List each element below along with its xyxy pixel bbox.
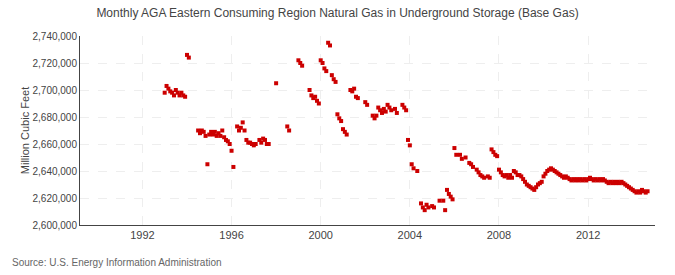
svg-text:2,620,000: 2,620,000 (33, 193, 78, 204)
svg-text:Million Cubic Feet: Million Cubic Feet (19, 87, 31, 174)
svg-text:2,680,000: 2,680,000 (33, 112, 78, 123)
svg-text:2,740,000: 2,740,000 (33, 31, 78, 42)
svg-text:1996: 1996 (219, 229, 243, 241)
svg-text:2012: 2012 (576, 229, 600, 241)
svg-text:Monthly AGA Eastern Consuming: Monthly AGA Eastern Consuming Region Nat… (96, 6, 578, 20)
svg-text:2,640,000: 2,640,000 (33, 166, 78, 177)
svg-text:2,700,000: 2,700,000 (33, 85, 78, 96)
svg-text:1992: 1992 (130, 229, 154, 241)
svg-text:2000: 2000 (308, 229, 332, 241)
svg-text:2008: 2008 (487, 229, 511, 241)
svg-text:2,720,000: 2,720,000 (33, 58, 78, 69)
svg-text:2,600,000: 2,600,000 (33, 220, 78, 231)
svg-text:2004: 2004 (398, 229, 422, 241)
svg-text:Source: U.S. Energy Informatio: Source: U.S. Energy Information Administ… (12, 257, 222, 268)
svg-text:2,660,000: 2,660,000 (33, 139, 78, 150)
